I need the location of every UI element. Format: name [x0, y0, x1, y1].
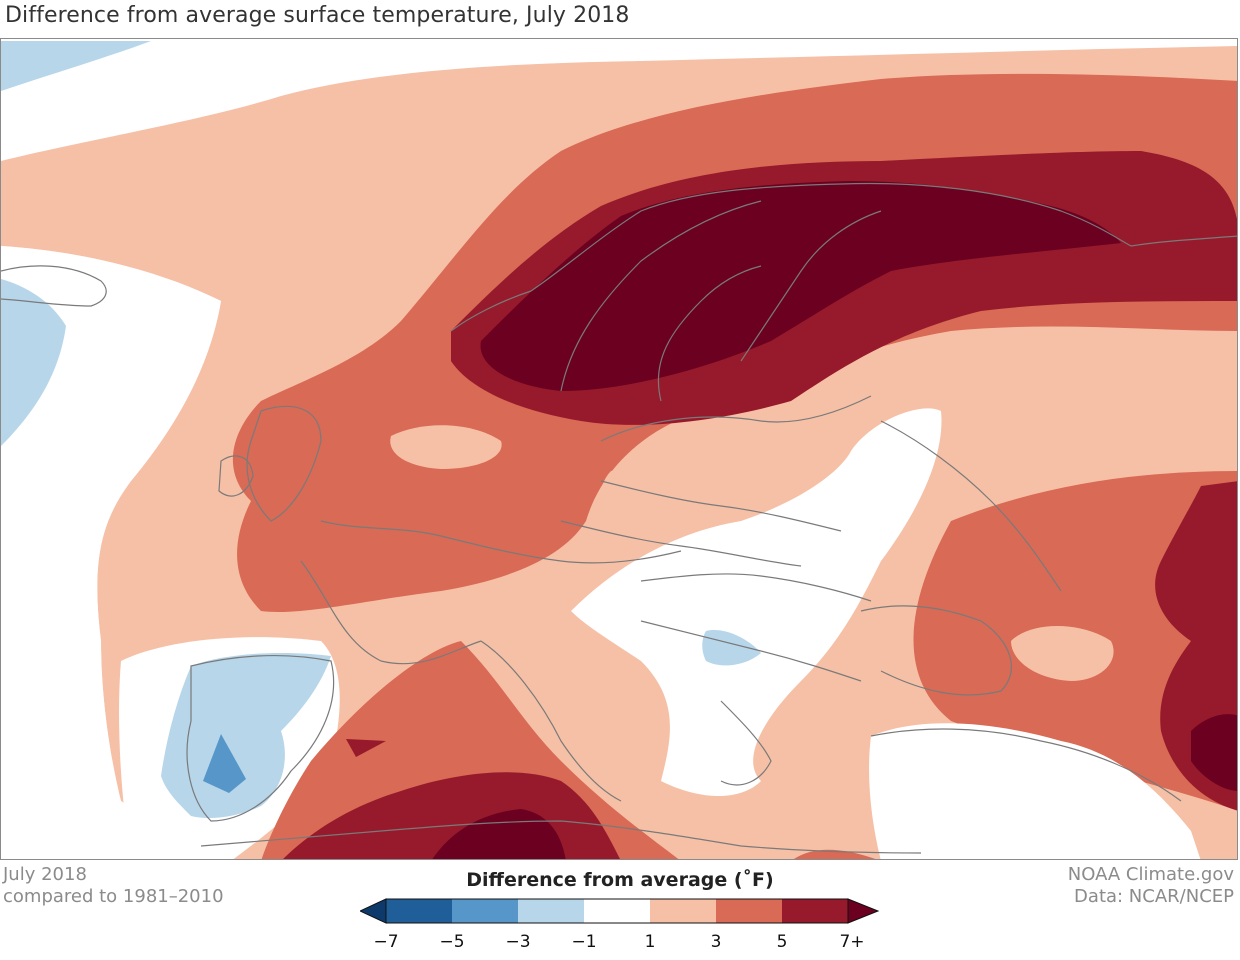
coast-west-europe — [320, 520, 682, 564]
region-anom-7p-east — [1191, 714, 1237, 791]
border-eastern-europe — [880, 420, 1062, 592]
legend-swatch-minus3-minus1 — [518, 899, 584, 923]
legend-tick-plus3: 3 — [710, 932, 722, 952]
anomaly-map — [0, 38, 1238, 860]
legend-tick-plus7: 7+ — [839, 932, 865, 952]
footnote-baseline: compared to 1981–2010 — [3, 886, 224, 907]
border-sweden-finland — [657, 265, 762, 402]
coast-scandinavia — [450, 182, 1132, 332]
border-central-europe — [560, 520, 802, 567]
coast-turkey — [870, 728, 1182, 802]
legend-tick-minus1: −1 — [571, 932, 597, 952]
legend-swatch-below-minus7 — [360, 898, 387, 924]
border-hungary — [640, 573, 872, 602]
legend-swatch-above-plus7 — [847, 898, 880, 924]
border-norway-sweden — [560, 200, 762, 392]
region-near-normal-west — [1, 246, 221, 859]
region-anom-5-7-tyrrhenian — [346, 739, 386, 757]
legend-swatch-plus5-plus7 — [782, 899, 848, 923]
border-balkans — [640, 620, 862, 682]
border-lines — [1, 182, 1237, 854]
legend-swatch-minus1-plus1 — [584, 899, 650, 923]
coast-france — [300, 560, 482, 665]
coast-black-sea — [860, 605, 1012, 696]
legend-tick-plus1: 1 — [644, 932, 656, 952]
region-anom-3-5-libya — [794, 849, 876, 859]
coast-iberia — [186, 654, 335, 822]
coast-baltic — [600, 395, 872, 442]
legend-tick-minus3: −3 — [505, 932, 531, 952]
footnote-left: July 2018 compared to 1981–2010 — [3, 864, 224, 908]
coast-north-africa — [200, 820, 922, 854]
region-anom-m1-m3-serbia — [702, 630, 761, 666]
credit-block: NOAA Climate.gov Data: NCAR/NCEP — [1068, 864, 1234, 908]
legend-bar-outline — [385, 898, 849, 924]
map-title: Difference from average surface temperat… — [5, 3, 630, 28]
coast-arctic-russia — [1130, 235, 1237, 247]
border-finland-russia — [740, 210, 882, 362]
region-anom-1-3-north-sea — [390, 425, 502, 469]
legend-swatch-plus3-plus5 — [716, 899, 782, 923]
coast-british-isles — [246, 405, 322, 522]
credit-publisher: NOAA Climate.gov — [1067, 864, 1234, 885]
region-anom-1-3-ukraine — [1011, 626, 1114, 681]
legend-swatch-minus5-minus3 — [452, 899, 518, 923]
legend-colorbar — [360, 898, 880, 924]
map-svg — [1, 41, 1237, 859]
region-anom-m3-m5-iberia — [203, 734, 246, 793]
footnote-month: July 2018 — [3, 864, 87, 885]
legend-tick-minus5: −5 — [439, 932, 465, 952]
region-anom-m1-m3-arctic — [1, 41, 151, 91]
legend-tick-minus7: −7 — [373, 932, 399, 952]
coast-greece — [720, 700, 772, 786]
coast-italy — [480, 640, 622, 802]
region-anom-7p-scandinavia — [480, 181, 1121, 391]
credit-data-source: Data: NCAR/NCEP — [1074, 886, 1234, 907]
coast-greenland — [1, 265, 107, 307]
legend-swatch-minus7-minus5 — [386, 899, 452, 923]
legend-tick-plus5: 5 — [776, 932, 788, 952]
region-anom-m1-m3-atlantic — [1, 279, 66, 446]
coast-ireland — [218, 455, 254, 497]
region-near-normal-turkey — [869, 723, 1201, 859]
region-anom-m1-m3-iberia — [161, 653, 331, 818]
legend-swatch-plus1-plus3 — [650, 899, 716, 923]
legend-title: Difference from average (˚F) — [466, 869, 774, 891]
border-poland-ukraine — [600, 480, 842, 532]
region-near-normal-balkans — [571, 408, 942, 796]
